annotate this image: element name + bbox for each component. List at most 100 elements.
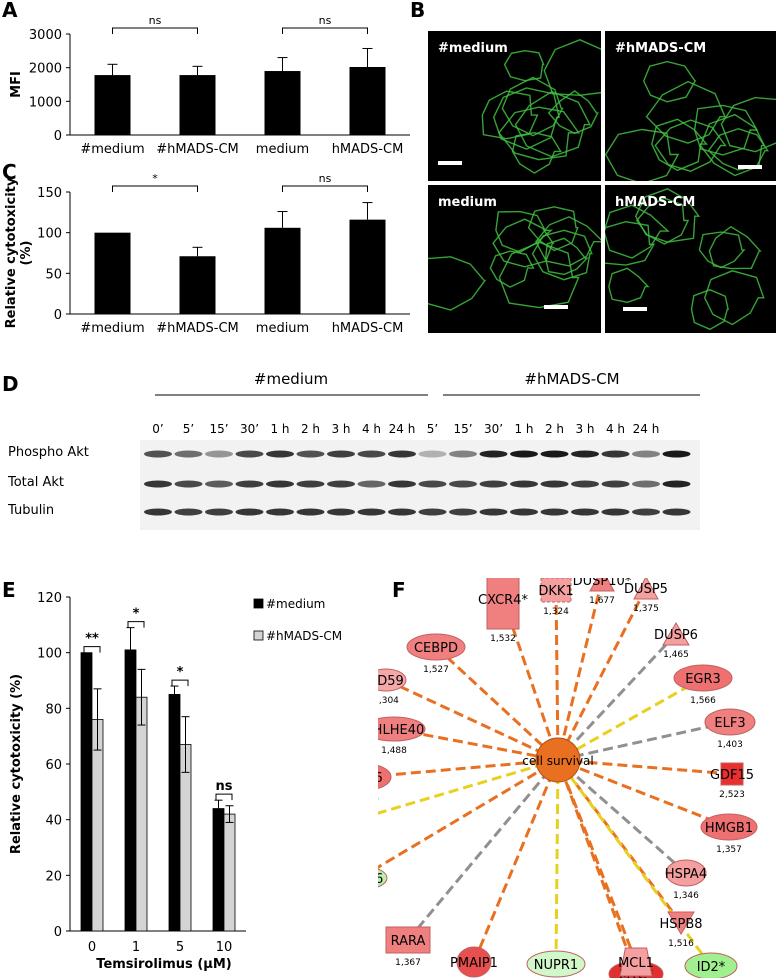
network-edge (556, 579, 604, 761)
node-shape (378, 668, 407, 692)
cell-outline (544, 237, 589, 276)
network-edge (556, 759, 638, 975)
panel-letter-d: D (2, 372, 19, 396)
node-value: 1,357 (716, 845, 742, 855)
blot-band (632, 508, 660, 516)
node-label: DUSP6 (654, 628, 698, 643)
network-edge (554, 759, 560, 965)
node-value: 1,403 (717, 740, 743, 750)
node-label: SMAD6 (378, 872, 383, 887)
y-tick-label: 80 (45, 702, 62, 717)
network-edge (556, 632, 678, 762)
timepoint-label: 2 h (545, 422, 564, 436)
blot-band (357, 508, 386, 516)
node-value: 1,532 (490, 634, 516, 644)
bar (349, 66, 386, 135)
panel-letter-e: E (2, 578, 16, 602)
node-shape (589, 578, 615, 592)
cell-outline (495, 210, 554, 253)
significance-label: ns (319, 14, 332, 27)
cell-outline (543, 39, 601, 97)
cell-outline (481, 90, 539, 140)
cell-outline (635, 197, 690, 245)
y-tick-label: 0 (54, 925, 62, 940)
bar (124, 649, 137, 932)
node-label: PMAIP1 (450, 956, 498, 971)
y-tick-label: 0 (54, 308, 62, 323)
x-tick-label: hMADS-CM (332, 142, 404, 157)
node-label: GDF15 (710, 768, 754, 783)
micrograph-label: #medium (438, 41, 508, 56)
center-node-label: cell survival (522, 754, 593, 768)
blot-band (357, 480, 386, 488)
node-shape (378, 716, 426, 742)
significance-label: * (152, 172, 158, 185)
node-shape (720, 762, 744, 786)
x-tick-label: 0 (88, 940, 96, 955)
cell-outline (703, 270, 765, 326)
cell-outline (605, 204, 670, 259)
legend-entry: #medium (266, 597, 325, 611)
y-tick-label: 120 (37, 591, 62, 606)
network-edge (378, 758, 559, 870)
y-tick-label: 40 (45, 814, 62, 829)
y-axis-label: MFI (9, 71, 24, 98)
blot-band (144, 480, 172, 488)
blot-row-label: Phospho Akt (8, 445, 89, 460)
node-value: 1,465 (663, 650, 689, 660)
bar (179, 75, 216, 135)
node-label: CD59 (378, 674, 404, 689)
cell-outline (693, 104, 759, 156)
cell-outline (605, 128, 680, 181)
bar (94, 75, 131, 135)
blot-band (418, 450, 447, 458)
blot-band (144, 508, 172, 516)
cell-outline (501, 76, 564, 137)
blot-band (266, 480, 294, 488)
group-label: #medium (254, 370, 328, 388)
cell-outline (654, 119, 727, 172)
node-shape (662, 622, 690, 646)
cell-outline (492, 87, 560, 150)
timepoint-label: 1 h (270, 422, 289, 436)
timepoint-label: 4 h (362, 422, 381, 436)
bar (91, 719, 104, 932)
blot-band (418, 508, 447, 516)
bar-chart-e: 0 20 40 60 80 100 120 ** 0 * 1 * 5 ns 10 Temsirolimus (… (9, 591, 342, 972)
node-shape (540, 578, 572, 603)
node-shape (673, 664, 733, 692)
cell-outline (428, 256, 487, 311)
significance-bracket (215, 793, 233, 801)
blot-band (510, 450, 538, 458)
node-shape (486, 578, 520, 630)
node-value: 1,304 (378, 696, 399, 706)
micrograph-medium: medium (428, 185, 601, 333)
node-label: DUSP5 (624, 582, 668, 597)
blot-row-label: Total Akt (7, 475, 64, 490)
cell-outline (608, 267, 650, 304)
blot-band (174, 508, 203, 516)
scale-bar (544, 305, 568, 309)
blot-band (540, 480, 569, 488)
cell-outline (514, 90, 592, 158)
blot-band (418, 480, 447, 488)
cell-membrane-pattern (605, 60, 776, 181)
blot-band (388, 508, 416, 516)
timepoint-label: 3 h (331, 422, 350, 436)
legend-swatch (253, 598, 264, 609)
node-value: 1,346 (673, 891, 699, 901)
node-value: 1,529 (378, 795, 379, 805)
significance-bracket (112, 27, 198, 34)
micrograph-hmads-cm: hMADS-CM (605, 185, 776, 333)
node-value: 1,375 (633, 604, 659, 614)
blot-band (296, 450, 325, 458)
y-axis-label: (%) (19, 241, 34, 266)
node-shape (456, 946, 492, 978)
network-edge (406, 759, 560, 941)
timepoint-label: 5’ (183, 422, 194, 436)
node-value: 2,523 (719, 790, 745, 800)
micrograph-label: medium (438, 195, 497, 210)
x-tick-label: #hMADS-CM (156, 142, 239, 157)
node-label: MCL1 (618, 956, 654, 971)
cell-outline (511, 131, 562, 174)
